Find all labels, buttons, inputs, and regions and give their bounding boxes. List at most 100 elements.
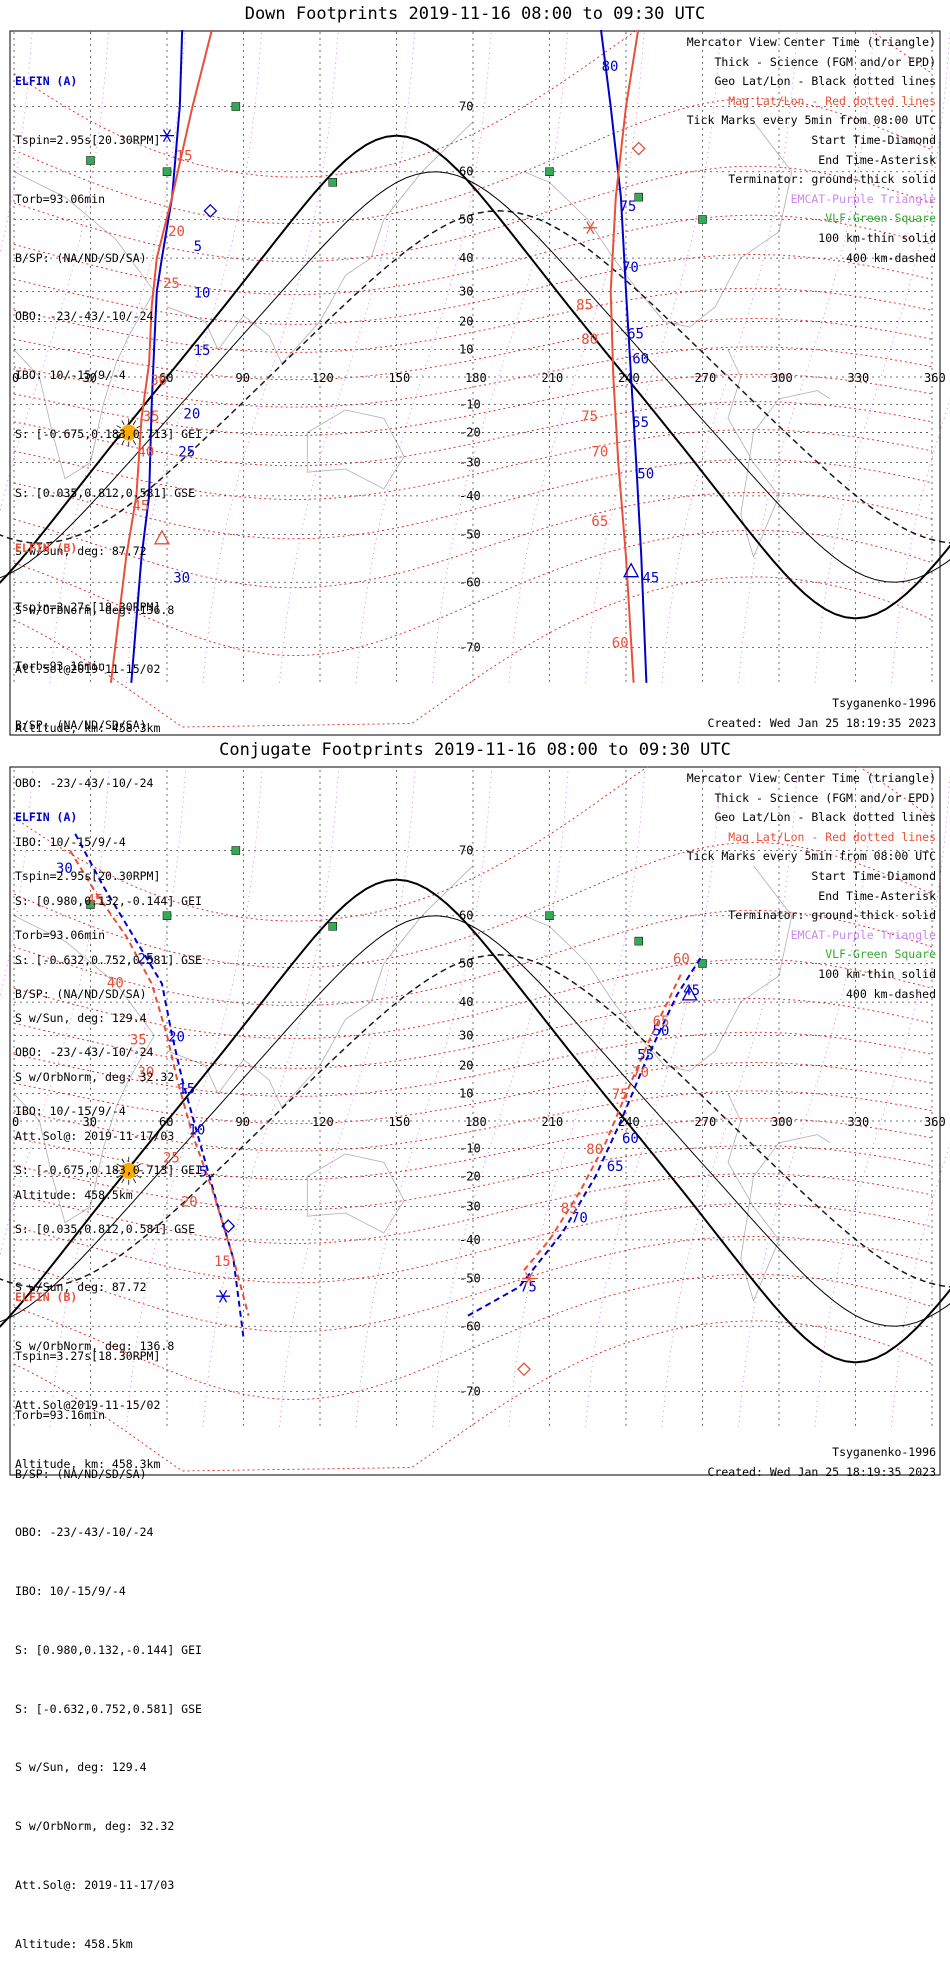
elfin-b-time-label: 85 <box>576 298 593 314</box>
lon-tick: 240 <box>618 371 640 385</box>
lat-tick: 30 <box>459 1028 473 1042</box>
legend-item: Terminator: ground-thick solid <box>687 906 936 926</box>
elfin-b-time-label: 65 <box>653 1014 670 1030</box>
elfin-b-line: S: [0.980,0.132,-0.144] GEI <box>15 1641 202 1661</box>
elfin-a-time-label: 75 <box>619 199 636 215</box>
lat-tick: -40 <box>459 489 481 503</box>
vlf-square-marker <box>232 847 240 855</box>
lat-tick: 10 <box>459 1087 473 1101</box>
elfin-b-line: S: [-0.632,0.752,0.581] GSE <box>15 1700 202 1720</box>
elfin-a-line: S: [0.035,0.812,0.581] GSE <box>15 1220 202 1240</box>
elfin-a-time-label: 60 <box>622 1131 639 1147</box>
elfin-a-line: OBO: -23/-43/-10/-24 <box>15 307 202 327</box>
legend-item: Mag Lat/Lon - Red dotted lines <box>687 828 936 848</box>
elfin-a-time-label: 65 <box>607 1159 624 1175</box>
legend-item: EMCAT-Purple Triangle <box>687 190 936 210</box>
lon-tick: 180 <box>465 371 487 385</box>
lat-tick: -40 <box>459 1233 481 1247</box>
legend-item: 100 km-thin solid <box>687 965 936 985</box>
elfin-b-time-label: 70 <box>632 1065 649 1081</box>
elfin-b-time-label: 65 <box>591 514 608 530</box>
elfin-a-line: OBO: -23/-43/-10/-24 <box>15 1043 202 1063</box>
lat-tick: 40 <box>459 251 473 265</box>
elfin-b-header: ELFIN (B) <box>15 1288 202 1308</box>
lat-tick: -50 <box>459 528 481 542</box>
elfin-b-line: S w/Sun, deg: 129.4 <box>15 1758 202 1778</box>
lon-tick: 90 <box>236 1115 250 1129</box>
legend-item: 400 km-dashed <box>687 249 936 269</box>
lon-tick: 90 <box>236 371 250 385</box>
elfin-a-line: Tspin=2.95s[20.30RPM] <box>15 867 202 887</box>
legend-item: Tick Marks every 5min from 08:00 UTC <box>687 111 936 131</box>
created-label-down: Created: Wed Jan 25 18:19:35 2023 <box>708 716 936 730</box>
lon-tick: 360 <box>924 1115 946 1129</box>
elfin-b-line: IBO: 10/-15/9/-4 <box>15 1582 202 1602</box>
legend-item: Geo Lat/Lon - Black dotted lines <box>687 72 936 92</box>
legend-item: Terminator: ground-thick solid <box>687 170 936 190</box>
legend-item: End Time-Asterisk <box>687 151 936 171</box>
elfin-a-time-label: 65 <box>627 327 644 343</box>
legend-item: Thick - Science (FGM and/or EPD) <box>687 53 936 73</box>
elfin-b-line: S w/OrbNorm, deg: 32.32 <box>15 1817 202 1837</box>
elfin-b-time-label: 75 <box>581 409 598 425</box>
lon-tick: 300 <box>771 1115 793 1129</box>
legend-item: Start Time-Diamond <box>687 131 936 151</box>
lat-tick: -10 <box>459 1141 481 1155</box>
lon-tick: 120 <box>312 1115 334 1129</box>
lat-tick: -30 <box>459 1200 481 1214</box>
lat-tick: -70 <box>459 640 481 654</box>
elfin-a-line: Torb=93.06min <box>15 926 202 946</box>
lat-tick: 40 <box>459 995 473 1009</box>
created-label-conj: Created: Wed Jan 25 18:19:35 2023 <box>708 1465 936 1479</box>
elfin-b-time-label: 70 <box>591 444 608 460</box>
lat-tick: 20 <box>459 314 473 328</box>
lat-tick: 70 <box>459 844 473 858</box>
elfin-a-time-label: 70 <box>622 260 639 276</box>
elfin-a-line: S: [-0.675,0.183,0.713] GEI <box>15 425 202 445</box>
elfin-b-line: Altitude: 458.5km <box>15 1935 202 1955</box>
elfin-b-line: Tspin=3.27s[18.30RPM] <box>15 1347 202 1367</box>
legend-item: EMCAT-Purple Triangle <box>687 926 936 946</box>
lon-tick: 180 <box>465 1115 487 1129</box>
lat-tick: -60 <box>459 1319 481 1333</box>
elfin-a-line: Torb=93.06min <box>15 190 202 210</box>
lon-tick: 270 <box>695 1115 717 1129</box>
lat-tick: -20 <box>459 426 481 440</box>
vlf-square-marker <box>232 103 240 111</box>
elfin-b-time-label: 15 <box>214 1254 231 1270</box>
lon-tick: 300 <box>771 371 793 385</box>
elfin-a-header: ELFIN (A) <box>15 72 202 92</box>
elfin-b-header: ELFIN (B) <box>15 539 202 559</box>
elfin-a-line: Tspin=2.95s[20.30RPM] <box>15 131 202 151</box>
vlf-square-marker <box>635 937 643 945</box>
lat-tick: -20 <box>459 1170 481 1184</box>
legend-item: VLF-Green Square <box>687 945 936 965</box>
lat-tick: 30 <box>459 284 473 298</box>
elfin-b-time-label: 60 <box>612 635 629 651</box>
elfin-a-header: ELFIN (A) <box>15 808 202 828</box>
elfin-b-time-label: 80 <box>581 332 598 348</box>
legend-item: Start Time-Diamond <box>687 867 936 887</box>
elfin-b-time-label: 75 <box>612 1087 629 1103</box>
elfin-b-line: Tspin=3.27s[18.30RPM] <box>15 598 202 618</box>
elfin-a-time-label: 80 <box>602 59 619 75</box>
elfin-b-time-label: 85 <box>561 1201 578 1217</box>
lat-tick: -30 <box>459 456 481 470</box>
lon-tick: 120 <box>312 371 334 385</box>
elfin-b-line: Torb=93.16min <box>15 1406 202 1426</box>
legend-item: 100 km-thin solid <box>687 229 936 249</box>
legend-item: End Time-Asterisk <box>687 887 936 907</box>
legend-item: Tick Marks every 5min from 08:00 UTC <box>687 847 936 867</box>
legend-item: Geo Lat/Lon - Black dotted lines <box>687 808 936 828</box>
elfin-b-line: OBO: -23/-43/-10/-24 <box>15 1523 202 1543</box>
elfin-a-time-label: 55 <box>637 1048 654 1064</box>
model-label-down: Tsyganenko-1996 <box>832 696 936 710</box>
elfin-a-time-label: 50 <box>637 467 654 483</box>
elfin-a-line: B/SP: (NA/ND/SD/SA) <box>15 249 202 269</box>
lon-tick: 360 <box>924 371 946 385</box>
legend-item: Thick - Science (FGM and/or EPD) <box>687 789 936 809</box>
lat-tick: -70 <box>459 1384 481 1398</box>
elfin-a-line: IBO: 10/-15/9/-4 <box>15 1102 202 1122</box>
legend-item: Mercator View Center Time (triangle) <box>687 33 936 53</box>
elfin-a-line: IBO: 10/-15/9/-4 <box>15 366 202 386</box>
